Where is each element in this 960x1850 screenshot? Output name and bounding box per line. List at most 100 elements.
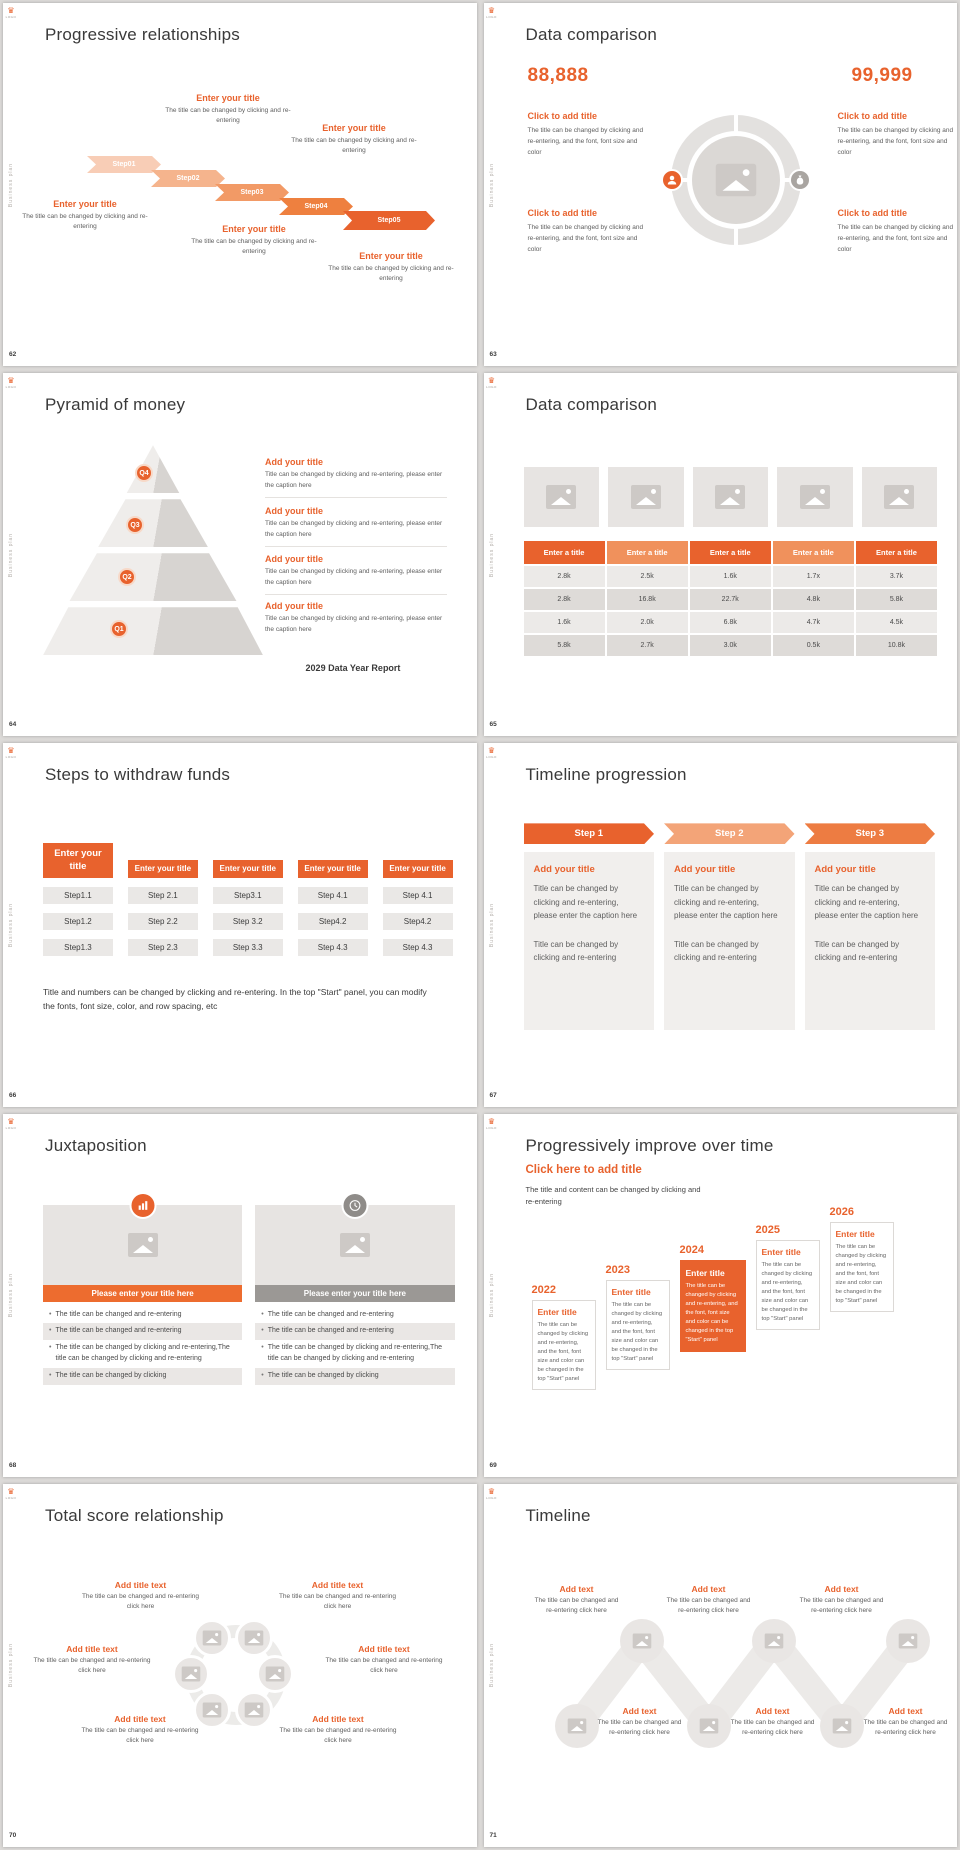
timeline-columns: Step 1 Add your title Title can be chang… bbox=[523, 823, 935, 1031]
slide-63[interactable]: ♛ LOGO Business plan 63 Data comparison … bbox=[483, 3, 957, 367]
bullet-list: The title can be changed and re-entering… bbox=[255, 1307, 455, 1385]
chevron-step-label: Step03 bbox=[240, 189, 264, 196]
step-button: Step 3.2 bbox=[212, 913, 283, 931]
sidebar-vertical-label: Business plan bbox=[8, 1643, 14, 1688]
slide-68[interactable]: ♛ LOGO Business plan 68 Juxtaposition Pl… bbox=[3, 1113, 477, 1477]
text-block: Add your title Title can be changed by c… bbox=[265, 601, 447, 641]
logo-icon: ♛ bbox=[7, 746, 15, 756]
logo-text: LOGO bbox=[486, 15, 497, 19]
slide-69[interactable]: ♛ LOGO Business plan 69 Progressively im… bbox=[483, 1113, 957, 1477]
year-column: 2023 Enter title The title can be change… bbox=[605, 1264, 670, 1371]
page-number: 71 bbox=[489, 1832, 497, 1839]
note-text: Title and numbers can be changed by clic… bbox=[43, 987, 427, 1011]
chevron-step-label: Step02 bbox=[176, 175, 200, 182]
year-column-highlighted: 2024 Enter title The title can be change… bbox=[679, 1244, 746, 1353]
chevron-step: Step03 bbox=[215, 184, 289, 201]
card-banner: Please enter your title here bbox=[255, 1284, 455, 1302]
sidebar-vertical-label: Business plan bbox=[488, 902, 495, 948]
sidebar-vertical-label: Business plan bbox=[488, 1273, 495, 1318]
slide-71[interactable]: ♛ LOGO Business plan 71 Timeline Add tex… bbox=[483, 1483, 957, 1847]
panel-caption: Title can be changed by clicking and re-… bbox=[533, 884, 638, 920]
block-title: Enter your title bbox=[53, 199, 117, 209]
slide-title: Timeline progression bbox=[525, 765, 687, 785]
table-cell: 4.7k bbox=[772, 612, 854, 634]
logo-icon: ♛ bbox=[7, 6, 15, 15]
bullet-item: The title can be changed by clicking bbox=[43, 1367, 243, 1385]
slide-65[interactable]: ♛ LOGO Business plan 65 Data comparison … bbox=[483, 373, 957, 737]
image-placeholder-icon bbox=[799, 485, 830, 510]
chevron-step: Step02 bbox=[151, 170, 225, 187]
image-placeholder-icon bbox=[632, 1633, 651, 1649]
table-cell: 2.8k bbox=[523, 566, 605, 588]
image-placeholder-icon bbox=[699, 1718, 718, 1734]
page-number: 69 bbox=[489, 1461, 497, 1469]
image-node bbox=[235, 1618, 273, 1657]
image-node bbox=[193, 1618, 231, 1657]
step-button: Step4.2 bbox=[382, 913, 453, 931]
slide-64[interactable]: ♛ LOGO Business plan 64 Pyramid of money… bbox=[3, 373, 477, 737]
chevron-step: Step04 bbox=[279, 198, 353, 215]
sidebar-vertical-label: Business plan bbox=[8, 162, 14, 207]
sidebar-vertical-label: Business plan bbox=[488, 162, 495, 207]
panel-title: Add your title bbox=[533, 864, 595, 876]
slide-sidebar: ♛ LOGO Business plan 68 bbox=[3, 1114, 19, 1477]
table-header-cell: Enter a title bbox=[689, 541, 771, 565]
text-block: Add text The title can be changed and re… bbox=[796, 1584, 888, 1616]
column-header-button: Enter your title bbox=[382, 859, 453, 879]
block-caption: The title can be changed and re-entering… bbox=[863, 1718, 948, 1736]
block-title: Add your title bbox=[265, 506, 323, 517]
block-caption: Title can be changed by clicking and re-… bbox=[265, 471, 443, 489]
step-button: Step 4.3 bbox=[297, 939, 368, 957]
bullet-item: The title can be changed by clicking and… bbox=[43, 1340, 242, 1368]
block-caption: The title can be changed and re-entering… bbox=[33, 1656, 151, 1674]
text-block: Add title text The title can be changed … bbox=[81, 1714, 199, 1746]
big-number-left: 88,888 bbox=[527, 65, 589, 86]
image-placeholder-icon bbox=[244, 1702, 264, 1718]
block-title: Add text bbox=[755, 1705, 790, 1716]
logo-text: LOGO bbox=[5, 15, 17, 19]
comparison-cards: Please enter your title here The title c… bbox=[43, 1191, 455, 1385]
card-banner: Please enter your title here bbox=[43, 1284, 243, 1302]
table-cell: 5.8k bbox=[855, 589, 937, 611]
column-header-button: Enter your title bbox=[297, 859, 368, 879]
slide-70[interactable]: ♛ LOGO Business plan 70 Total score rela… bbox=[3, 1483, 477, 1847]
panel-title: Add your title bbox=[674, 864, 736, 876]
block-title: Click to add title bbox=[527, 208, 598, 218]
slide-title: Data comparison bbox=[525, 25, 658, 44]
logo-icon: ♛ bbox=[487, 6, 496, 15]
image-node bbox=[256, 1654, 294, 1693]
column-header-button: Enter your title bbox=[212, 859, 283, 879]
slide-67[interactable]: ♛ LOGO Business plan 67 Timeline progres… bbox=[483, 743, 957, 1107]
year-label: 2025 bbox=[755, 1223, 780, 1236]
table-cell: 0.5k bbox=[772, 635, 854, 657]
block-title: Add text bbox=[824, 1583, 859, 1594]
year-label: 2022 bbox=[531, 1283, 556, 1296]
block-title: Add title text bbox=[358, 1643, 410, 1654]
image-placeholder-icon bbox=[832, 1718, 851, 1734]
table-cell: 22.7k bbox=[689, 589, 771, 611]
slide-title: Progressively improve over time bbox=[525, 1135, 774, 1155]
block-title: Enter your title bbox=[196, 93, 260, 103]
bullet-item: The title can be changed and re-entering bbox=[255, 1323, 455, 1341]
logo-text: LOGO bbox=[486, 1495, 497, 1500]
pyramid-level-badge: Q1 bbox=[110, 620, 128, 639]
slide-title: Progressive relationships bbox=[45, 25, 240, 44]
sidebar-vertical-label: Business plan bbox=[488, 1643, 495, 1688]
timeline-image-node bbox=[819, 1703, 864, 1748]
text-block: Click to add title The title can be chan… bbox=[838, 208, 954, 255]
image-placeholder-icon bbox=[898, 1633, 917, 1649]
logo-text: LOGO bbox=[5, 1125, 17, 1130]
image-placeholder-icon bbox=[202, 1702, 222, 1718]
slide-66[interactable]: ♛ LOGO Business plan 66 Steps to withdra… bbox=[3, 743, 477, 1107]
image-placeholder-icon bbox=[715, 485, 746, 510]
text-block: Enter your title The title can be change… bbox=[284, 123, 424, 157]
slide-62[interactable]: ♛ LOGO Business plan 62 Progressive rela… bbox=[3, 3, 477, 367]
timeline-panel: Add your title Title can be changed by c… bbox=[804, 852, 935, 1031]
block-caption: The title can be changed and re-entering… bbox=[81, 1726, 199, 1744]
slide-sidebar: ♛ LOGO Business plan 71 bbox=[484, 1484, 500, 1847]
table-cell: 4.8k bbox=[772, 589, 854, 611]
chevron-step: Step01 bbox=[87, 156, 161, 173]
text-block: Add title text The title can be changed … bbox=[325, 1644, 443, 1676]
image-placeholder-icon bbox=[546, 485, 577, 510]
year-box: Enter title The title can be changed by … bbox=[679, 1259, 746, 1353]
